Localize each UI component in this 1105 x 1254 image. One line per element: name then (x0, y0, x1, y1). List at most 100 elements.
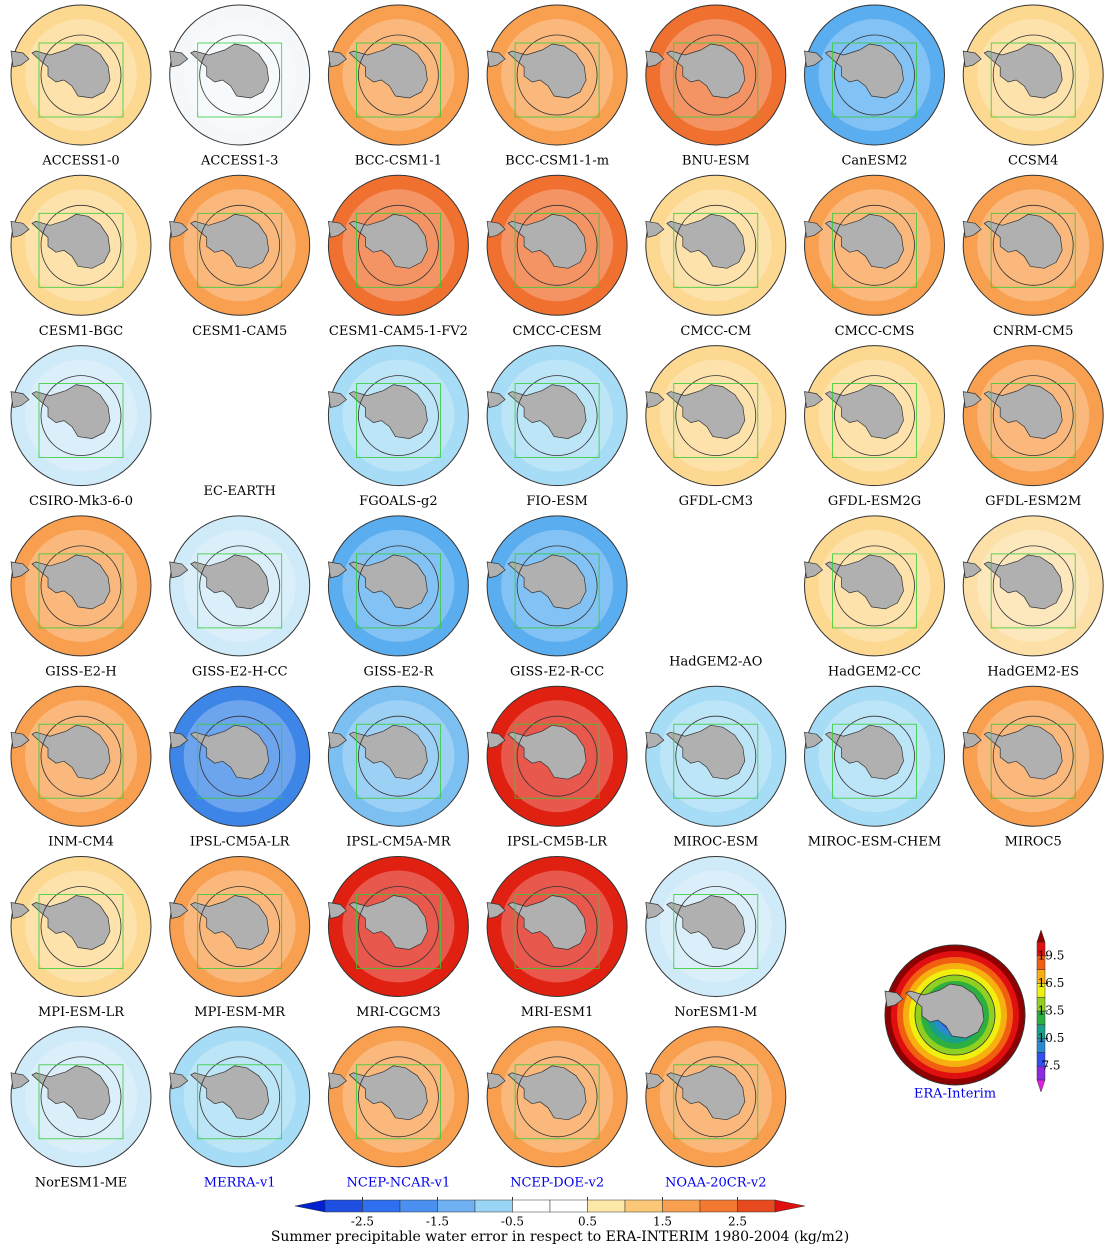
map-panel: NOAA-20CR-v2 (646, 1027, 786, 1191)
map-panel: CMCC-CM (646, 175, 786, 338)
panel-label: MIROC5 (1005, 835, 1062, 850)
panel-label: CSIRO-Mk3-6-0 (29, 494, 133, 509)
colorbar-box (738, 1200, 776, 1212)
map-panel: BNU-ESM (646, 5, 786, 169)
panel-label: FGOALS-g2 (359, 494, 437, 509)
colorbar-box (438, 1200, 476, 1212)
colorbar-box (363, 1200, 401, 1212)
panel-label: MERRA-v1 (204, 1175, 276, 1190)
map-panel: MERRA-v1 (170, 1027, 310, 1191)
map-panel: INM-CM4 (11, 686, 151, 850)
map-panel: CESM1-BGC (11, 175, 151, 338)
colorbar-under (295, 1200, 325, 1212)
colorbar-tick-label: 1.5 (653, 1215, 672, 1229)
colorbar-box (475, 1200, 513, 1212)
colorbar-tick-label: 16.5 (1038, 976, 1065, 990)
panel-label: FIO-ESM (526, 494, 587, 509)
colorbar-box (625, 1200, 663, 1212)
panel-label: HadGEM2-AO (669, 654, 762, 669)
map-panel: NorESM1-M (646, 857, 786, 1021)
map-panel: CESM1-CAM5 (170, 175, 310, 338)
panel-label: GISS-E2-R (363, 664, 434, 679)
colorbar-tick-label: 7.5 (1041, 1059, 1060, 1073)
colorbar-box (400, 1200, 438, 1212)
panel-label: CMCC-CESM (512, 324, 601, 339)
panel-label: ACCESS1-3 (200, 154, 278, 169)
colorbar-tick-label: -2.5 (351, 1215, 374, 1229)
map-panel: NCEP-DOE-v2 (487, 1027, 627, 1191)
page: {"rows": [ [{"name": "ACCESS1-0", "color… (0, 0, 1105, 1254)
panel-label: MPI-ESM-LR (38, 1005, 125, 1020)
map-panel: HadGEM2-AO (669, 654, 762, 669)
panel-label: GISS-E2-H (45, 664, 116, 679)
colorbar-tick-label: 10.5 (1038, 1031, 1065, 1045)
panel-label: CESM1-CAM5 (192, 324, 287, 339)
map-panel: NCEP-NCAR-v1 (328, 1027, 468, 1191)
map-panel: GISS-E2-R-CC (487, 516, 627, 680)
map-panel: MPI-ESM-LR (11, 857, 151, 1021)
map-panel: BCC-CSM1-1-m (487, 5, 627, 169)
panel-label: GFDL-CM3 (679, 494, 753, 509)
map-panel: HadGEM2-CC (805, 516, 945, 680)
map-panel: GFDL-ESM2G (805, 346, 945, 510)
map-panel: MIROC5 (963, 686, 1103, 850)
colorbar-tick-label: 13.5 (1038, 1004, 1065, 1018)
panel-label: MIROC-ESM-CHEM (808, 835, 941, 850)
map-panel: EC-EARTH (204, 484, 276, 499)
map-panel: MIROC-ESM (646, 686, 786, 850)
map-panel: HadGEM2-ES (963, 516, 1103, 680)
panel-label: ACCESS1-0 (41, 154, 119, 169)
map-panel: MPI-ESM-MR (170, 857, 310, 1021)
colorbar-title: Summer precipitable water error in respe… (271, 1229, 849, 1245)
panel-label: IPSL-CM5A-LR (190, 835, 291, 850)
figure: ACCESS1-0 ACCESS1-3 BCC-CSM1-1 BCC-CSM1-1-m… (0, 0, 1105, 1250)
map-panel: CMCC-CMS (805, 175, 945, 338)
map-panel: CCSM4 (963, 5, 1103, 169)
map-panel: NorESM1-ME (11, 1027, 151, 1191)
panel-label: HadGEM2-CC (828, 664, 921, 679)
panel-label: GFDL-ESM2M (985, 494, 1081, 509)
colorbar-box (513, 1200, 551, 1212)
colorbar-tick-label: 0.5 (578, 1215, 597, 1229)
reference-label: ERA-Interim (914, 1087, 996, 1102)
panel-label: BCC-CSM1-1-m (505, 154, 609, 169)
panel-label: CMCC-CMS (835, 324, 915, 339)
colorbar-box (700, 1200, 738, 1212)
panel-label: NCEP-NCAR-v1 (347, 1175, 451, 1190)
colorbar-over (1037, 930, 1045, 942)
colorbar-tick-label: -0.5 (501, 1215, 524, 1229)
panel-label: MPI-ESM-MR (194, 1005, 286, 1020)
colorbar-box (325, 1200, 363, 1212)
panel-label: EC-EARTH (204, 484, 276, 499)
panel-label: NorESM1-ME (35, 1175, 128, 1190)
panel-label: CMCC-CM (680, 324, 751, 339)
colorbar-tick-label: 2.5 (728, 1215, 747, 1229)
map-panel: FIO-ESM (487, 346, 627, 510)
panel-label: NorESM1-M (674, 1005, 757, 1020)
colorbar-box (663, 1200, 701, 1212)
panel-label: CESM1-BGC (39, 324, 123, 339)
panel-label: IPSL-CM5B-LR (507, 835, 608, 850)
map-panel: MRI-CGCM3 (328, 857, 468, 1021)
colorbar-under (1037, 1080, 1045, 1092)
map-panel: GISS-E2-H-CC (170, 516, 310, 680)
map-panel: CanESM2 (805, 5, 945, 169)
colorbar-tick-label: -1.5 (426, 1215, 449, 1229)
panel-label: GFDL-ESM2G (828, 494, 921, 509)
map-panel: IPSL-CM5A-MR (328, 686, 468, 850)
panel-label: CanESM2 (841, 154, 907, 169)
map-panel: MIROC-ESM-CHEM (805, 686, 945, 850)
colorbar-box (588, 1200, 626, 1212)
panel-label: INM-CM4 (48, 835, 114, 850)
map-panel: IPSL-CM5A-LR (170, 686, 310, 850)
map-panel: CSIRO-Mk3-6-0 (11, 346, 151, 510)
colorbar: -2.5 -1.5 -0.5 0.5 1.5 2.5Summer precipitable… (271, 1197, 849, 1245)
panel-label: CNRM-CM5 (993, 324, 1073, 339)
map-panel: FGOALS-g2 (328, 346, 468, 510)
map-panel: CESM1-CAM5-1-FV2 (328, 175, 468, 338)
panel-label: BNU-ESM (682, 154, 750, 169)
map-panel: BCC-CSM1-1 (328, 5, 468, 169)
panel-label: GISS-E2-H-CC (192, 664, 288, 679)
panel-label: MIROC-ESM (673, 835, 758, 850)
